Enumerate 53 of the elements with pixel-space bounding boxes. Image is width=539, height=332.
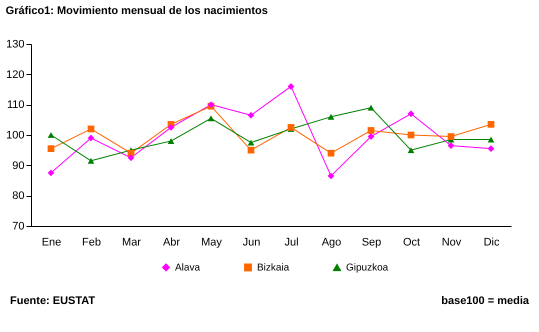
point [328, 172, 334, 180]
point [248, 146, 254, 154]
point [488, 121, 494, 128]
point [128, 154, 134, 162]
x-tick-label: Oct [402, 236, 420, 248]
point [448, 133, 454, 140]
y-tick-label: 70 [12, 220, 24, 232]
x-tick-label: Nov [442, 236, 462, 248]
point [48, 170, 54, 176]
x-tick-label: Feb [82, 236, 101, 248]
point [88, 126, 94, 132]
y-tick-label: 120 [6, 68, 24, 81]
point [328, 150, 334, 157]
point [168, 124, 174, 131]
point [488, 145, 494, 152]
point [488, 136, 494, 142]
x-tick-label: Ene [42, 236, 62, 248]
point [48, 132, 54, 138]
point [48, 145, 54, 152]
point [288, 83, 294, 90]
point [368, 127, 374, 134]
point [88, 134, 94, 142]
y-tick-label: 110 [6, 99, 24, 112]
point [448, 142, 454, 149]
point [328, 114, 334, 120]
point [408, 147, 414, 154]
x-tick-label: Dic [484, 236, 500, 248]
point [248, 140, 254, 146]
legend-label: Gipuzkoa [346, 262, 389, 274]
x-tick-label: Ago [322, 236, 342, 248]
legend-label: Bizkaia [257, 262, 290, 274]
chart-title: Gráfico1: Movimiento mensual de los nacimientos [6, 5, 268, 17]
y-tick-label: 80 [12, 190, 24, 202]
x-tick-label: Mar [122, 236, 142, 248]
y-tick-label: 90 [12, 160, 24, 172]
point [368, 133, 374, 140]
point [408, 110, 414, 118]
point [248, 112, 254, 119]
point [168, 138, 174, 144]
point [208, 115, 214, 122]
point [88, 158, 94, 164]
y-tick-label: 130 [6, 38, 24, 50]
point [368, 104, 374, 111]
point [408, 132, 414, 138]
x-tick-label: Jun [242, 236, 260, 248]
text: base100 = media [441, 295, 529, 307]
legend-label: Alava [175, 262, 200, 274]
y-tick-label: 100 [6, 130, 24, 142]
x-tick-label: May [201, 236, 222, 248]
x-tick-label: Jul [284, 236, 299, 248]
x-tick-label: Sep [362, 236, 382, 248]
x-tick-label: Abr [162, 236, 180, 248]
source-note: Fuente: EUSTAT [10, 295, 96, 307]
